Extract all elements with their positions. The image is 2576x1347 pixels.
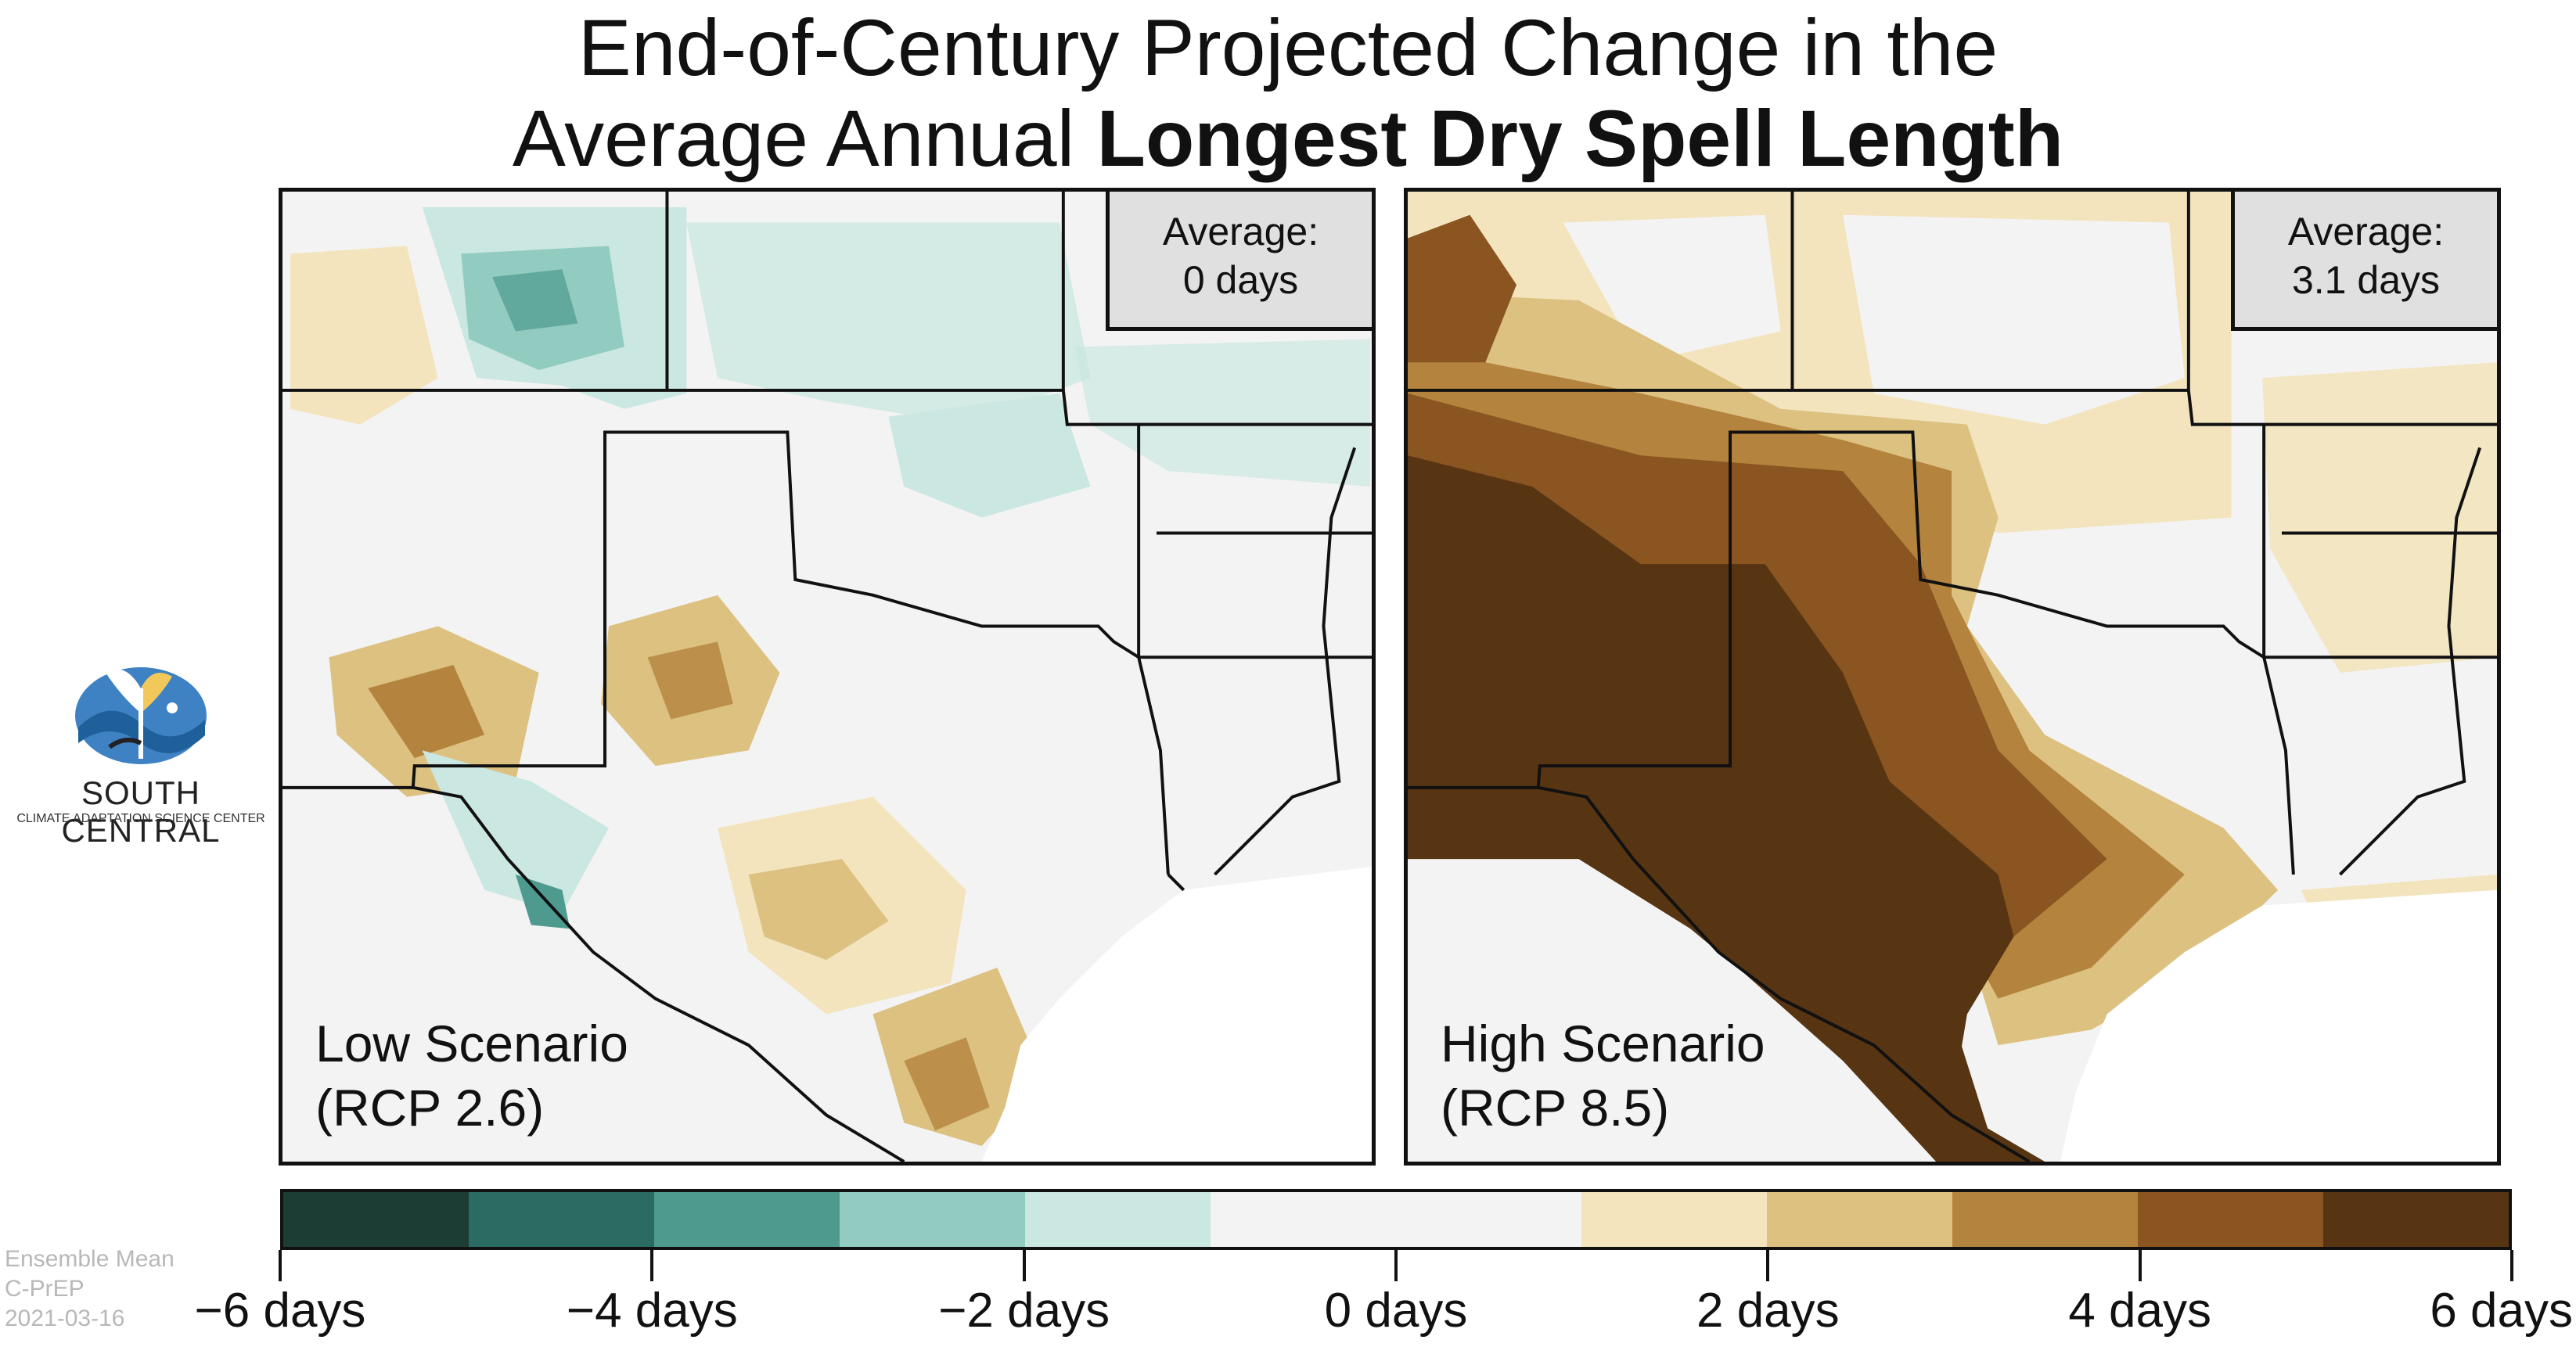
high-scenario-code: (RCP 8.5) xyxy=(1441,1079,1670,1137)
colorbar-segment xyxy=(840,1192,1025,1247)
low-average-label: Average: xyxy=(1162,210,1319,253)
colorbar-tick-label: −2 days xyxy=(938,1284,1110,1338)
title-line-1: End-of-Century Projected Change in the xyxy=(577,3,1999,92)
high-scenario-label: High Scenario (RCP 8.5) xyxy=(1441,1011,1765,1140)
colorbar-tick xyxy=(2138,1250,2142,1281)
logo-name: SOUTH CENTRAL xyxy=(61,774,221,849)
colorbar-segment xyxy=(1211,1192,1396,1247)
title-line-2: Average Annual Longest Dry Spell Length xyxy=(0,92,2576,185)
colorbar-tick xyxy=(1022,1250,1026,1281)
south-central-casc-logo xyxy=(75,667,207,764)
colorbar-segment xyxy=(469,1192,654,1247)
low-scenario-map-panel: Average: 0 days Low Scenario (RCP 2.6) xyxy=(279,188,1376,1166)
colorbar-segment xyxy=(1581,1192,1767,1247)
low-scenario-name: Low Scenario xyxy=(315,1015,628,1072)
colorbar-tick-label: 4 days xyxy=(2068,1284,2211,1338)
low-average-value: 0 days xyxy=(1182,258,1299,302)
low-average-box: Average: 0 days xyxy=(1106,192,1372,331)
colorbar-tick xyxy=(1394,1250,1398,1281)
low-scenario-label: Low Scenario (RCP 2.6) xyxy=(315,1011,628,1140)
colorbar xyxy=(280,1189,2512,1250)
colorbar-segment xyxy=(283,1192,469,1247)
colorbar-tick-label: 0 days xyxy=(1324,1284,1468,1338)
colorbar-segment xyxy=(1952,1192,2138,1247)
high-average-box: Average: 3.1 days xyxy=(2231,192,2497,331)
footnote-source: C-PrEP xyxy=(5,1276,85,1302)
colorbar-tick xyxy=(650,1250,654,1281)
colorbar-tick-label: −6 days xyxy=(194,1284,366,1338)
high-scenario-map-panel: Average: 3.1 days High Scenario (RCP 8.5… xyxy=(1404,188,2501,1166)
colorbar-tick xyxy=(279,1250,282,1281)
low-scenario-code: (RCP 2.6) xyxy=(315,1079,545,1137)
footnote-ensemble: Ensemble Mean xyxy=(5,1246,174,1272)
low-scenario-map xyxy=(282,192,1372,1162)
colorbar-segment xyxy=(2138,1192,2323,1247)
colorbar-tick xyxy=(1766,1250,1770,1281)
colorbar-segment xyxy=(654,1192,840,1247)
colorbar-tick-label: 2 days xyxy=(1696,1284,1840,1338)
colorbar-tick xyxy=(2510,1250,2513,1281)
title-line-2-plain: Average Annual xyxy=(512,94,1097,183)
colorbar-ticks xyxy=(279,1250,2513,1281)
colorbar-segment xyxy=(1767,1192,1952,1247)
high-scenario-map xyxy=(1408,192,2497,1162)
colorbar-segment xyxy=(1025,1192,1211,1247)
footnote-date: 2021-03-16 xyxy=(5,1306,125,1331)
high-scenario-name: High Scenario xyxy=(1441,1015,1765,1072)
logo-subtitle: CLIMATE ADAPTATION SCIENCE CENTER xyxy=(16,812,265,825)
colorbar-segment xyxy=(2323,1192,2509,1247)
colorbar-segment xyxy=(1396,1192,1581,1247)
colorbar-tick-label: 6 days xyxy=(2430,1284,2573,1338)
high-average-value: 3.1 days xyxy=(2291,258,2440,302)
colorbar-tick-label: −4 days xyxy=(566,1284,738,1338)
high-average-label: Average: xyxy=(2287,210,2445,253)
title-line-2-bold: Longest Dry Spell Length xyxy=(1096,94,2064,183)
